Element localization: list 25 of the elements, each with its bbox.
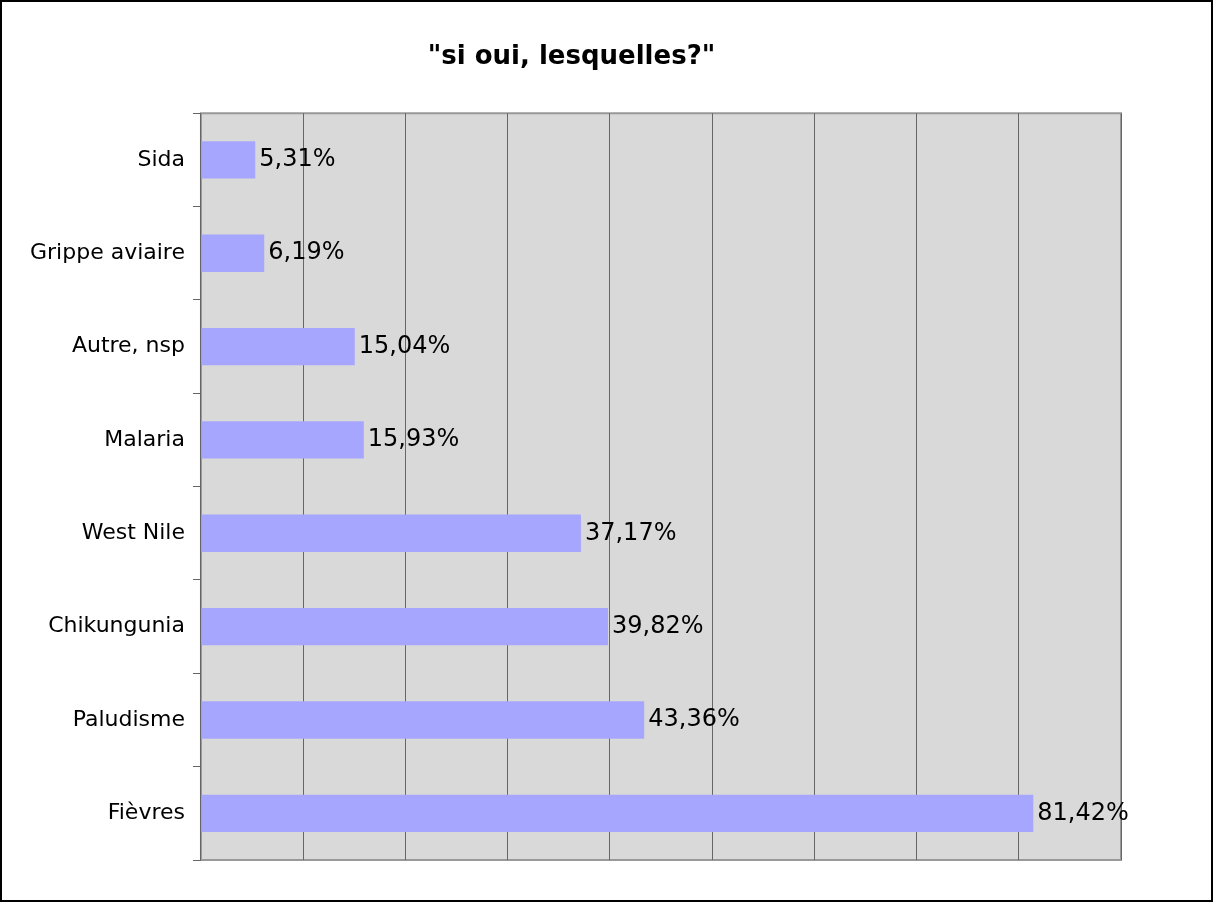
- y-tick-label: Paludisme: [72, 705, 185, 731]
- y-tick-label: Chikungunia: [48, 612, 185, 638]
- data-label: 5,31%: [259, 144, 336, 173]
- bar: [201, 421, 364, 459]
- bar: [201, 701, 645, 739]
- bar: [201, 234, 265, 272]
- bar: [201, 514, 581, 552]
- y-tick-label: Sida: [137, 145, 185, 171]
- data-label: 15,93%: [367, 424, 460, 453]
- data-label: 81,42%: [1037, 797, 1129, 826]
- data-label: 43,36%: [648, 704, 740, 733]
- y-tick-label: Malaria: [104, 425, 185, 451]
- data-label: 37,17%: [584, 517, 677, 546]
- y-tick-label: West Nile: [81, 518, 185, 544]
- bar: [201, 794, 1034, 832]
- data-label: 6,19%: [268, 237, 345, 266]
- chart-title: "si oui, lesquelles?": [427, 40, 716, 71]
- y-tick-label: Grippe aviaire: [30, 238, 185, 264]
- bar: [201, 327, 355, 366]
- data-label: 15,04%: [358, 330, 451, 359]
- bar: [201, 141, 256, 179]
- data-label: 39,82%: [612, 610, 704, 639]
- y-tick-label: Fièvres: [107, 799, 185, 825]
- y-tick-label: Autre, nsp: [71, 332, 185, 358]
- bar: [201, 607, 609, 646]
